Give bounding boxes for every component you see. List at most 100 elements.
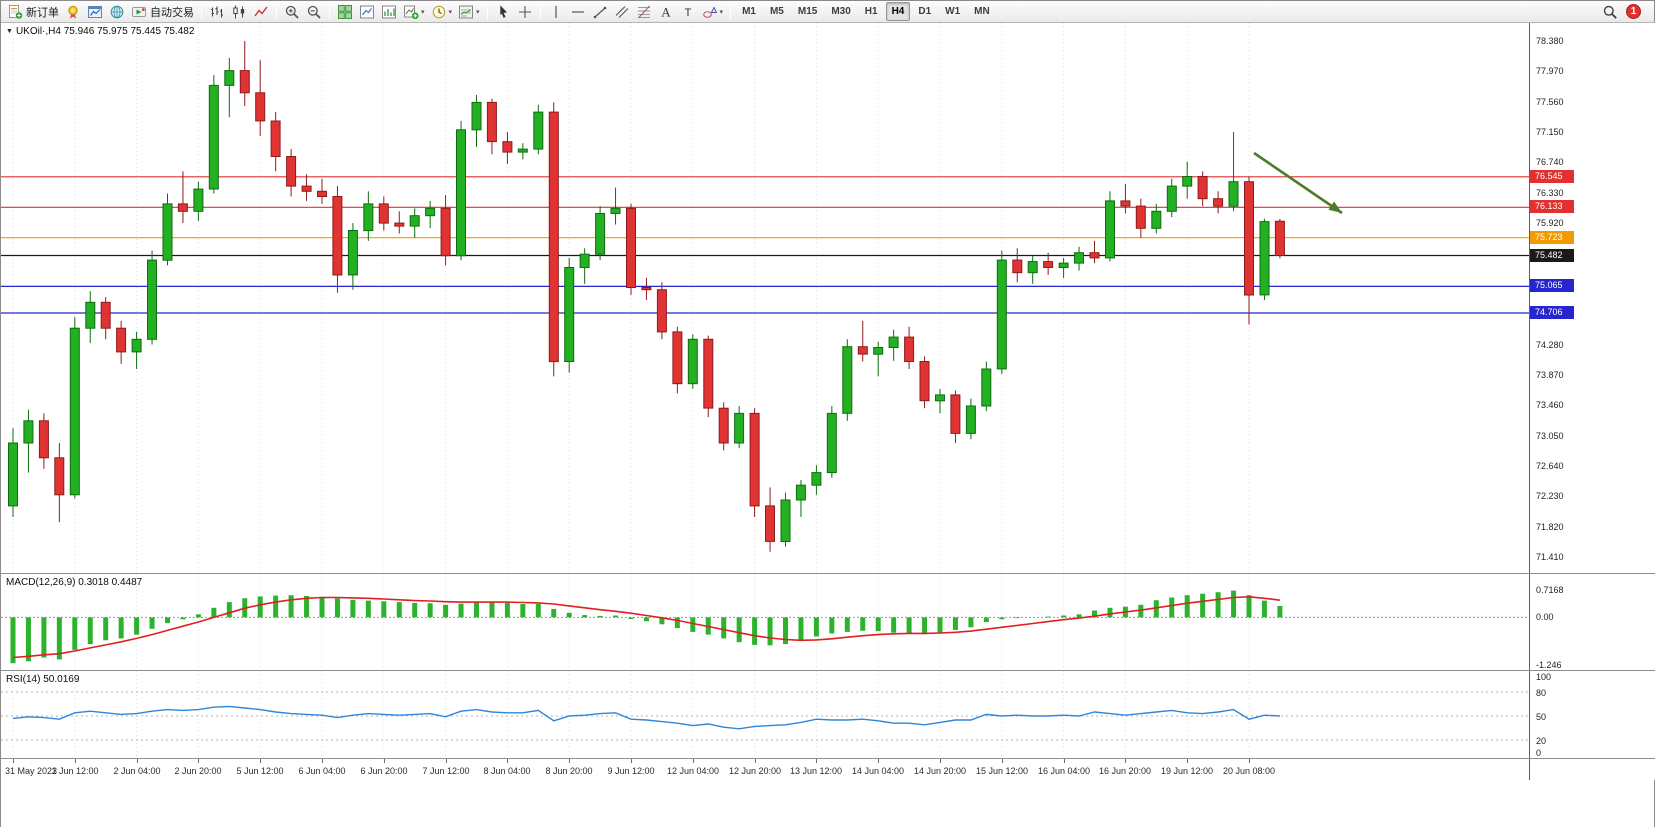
new-chart-button[interactable]: ▾ xyxy=(401,2,427,21)
price-axis-label: 76.330 xyxy=(1536,188,1564,198)
auto-trading-button-label: 自动交易 xyxy=(150,4,194,20)
timeframe-m5-button[interactable]: M5 xyxy=(764,2,790,21)
timeframe-m15-button[interactable]: M15 xyxy=(792,2,823,21)
candle-body xyxy=(24,421,33,443)
candle-body xyxy=(287,157,296,187)
line-chart-type-button[interactable] xyxy=(251,2,271,21)
candle-body xyxy=(379,204,388,223)
rsi-canvas[interactable] xyxy=(1,671,1529,758)
vertical-line-tool-button[interactable] xyxy=(546,2,566,21)
new-order-button[interactable]: 新订单 xyxy=(5,2,61,21)
bars-icon xyxy=(209,4,225,20)
candle-body xyxy=(1183,177,1192,187)
time-axis-tick xyxy=(1187,759,1188,763)
candle-body xyxy=(1229,182,1238,206)
zoom-out-button[interactable] xyxy=(304,2,324,21)
timeframe-h1-button[interactable]: H1 xyxy=(859,2,884,21)
time-axis-label: 2 Jun 04:00 xyxy=(113,766,160,776)
candle-body xyxy=(1136,206,1145,228)
candlestick-chart-type-button[interactable] xyxy=(229,2,249,21)
chart-title: ▼ UKOil·,H4 75.946 75.975 75.445 75.482 xyxy=(6,26,194,37)
horizontal-line-tool-button[interactable] xyxy=(568,2,588,21)
bottom-strip xyxy=(1,780,1654,828)
candle-body xyxy=(843,347,852,414)
timeframe-d1-button[interactable]: D1 xyxy=(912,2,937,21)
rsi-label: RSI(14) 50.0169 xyxy=(6,674,79,685)
time-axis-label: 14 Jun 04:00 xyxy=(852,766,904,776)
candle-body xyxy=(781,500,790,542)
timeframe-m1-button[interactable]: M1 xyxy=(736,2,762,21)
crosshair-tool-button[interactable] xyxy=(515,2,535,21)
candle-body xyxy=(1059,263,1068,267)
time-axis-label: 13 Jun 12:00 xyxy=(790,766,842,776)
time-axis-tick xyxy=(446,759,447,763)
time-axis-label: 16 Jun 20:00 xyxy=(1099,766,1151,776)
tile-windows-button[interactable] xyxy=(335,2,355,21)
channel-tool-button[interactable] xyxy=(612,2,632,21)
candle-body xyxy=(951,395,960,434)
rsi-axis-label: 100 xyxy=(1536,672,1551,682)
candle-body xyxy=(132,339,141,352)
dropdown-arrow-icon[interactable]: ▾ xyxy=(476,8,480,16)
cursor-tool-button[interactable] xyxy=(493,2,513,21)
candle-body xyxy=(225,71,234,86)
timeframe-w1-button[interactable]: W1 xyxy=(939,2,966,21)
charts-window-button[interactable] xyxy=(85,2,105,21)
trendline-icon xyxy=(592,4,608,20)
trend-arrow[interactable] xyxy=(1254,153,1342,213)
timeframe-h4-button[interactable]: H4 xyxy=(886,2,911,21)
macd-canvas[interactable] xyxy=(1,574,1529,670)
dropdown-arrow-icon[interactable]: ▾ xyxy=(449,8,453,16)
templates-button[interactable]: ▾ xyxy=(456,2,482,21)
shapes-icon xyxy=(702,4,718,20)
candle-body xyxy=(1214,199,1223,206)
timeframe-m30-button[interactable]: M30 xyxy=(825,2,856,21)
candle-body xyxy=(936,395,945,401)
rsi-line xyxy=(13,706,1280,728)
timeframe-mn-button[interactable]: MN xyxy=(968,2,996,21)
candle-body xyxy=(240,71,249,93)
time-axis-tick xyxy=(1002,759,1003,763)
shift-icon xyxy=(381,4,397,20)
text-tool-button[interactable]: A xyxy=(656,2,676,21)
search-button[interactable] xyxy=(1600,2,1620,21)
chart-window-icon xyxy=(87,4,103,20)
candle-body xyxy=(874,348,883,355)
market-watch-button[interactable] xyxy=(107,2,127,21)
collapse-icon[interactable]: ▼ xyxy=(6,28,13,35)
toolbar-separator xyxy=(329,4,330,19)
arrows-shapes-tool-button[interactable]: ▾ xyxy=(700,2,726,21)
trendline-tool-button[interactable] xyxy=(590,2,610,21)
fibonacci-tool-button[interactable] xyxy=(634,2,654,21)
auto-trading-icon xyxy=(131,4,147,20)
candle-body xyxy=(827,413,836,472)
macd-axis-label: 0.00 xyxy=(1536,612,1554,622)
zoom-in-button[interactable] xyxy=(282,2,302,21)
time-axis-label: 14 Jun 20:00 xyxy=(914,766,966,776)
line-chart-icon xyxy=(253,4,269,20)
candle-body xyxy=(39,421,48,458)
time-axis-tick xyxy=(322,759,323,763)
bar-chart-type-button[interactable] xyxy=(207,2,227,21)
dropdown-arrow-icon[interactable]: ▾ xyxy=(720,8,724,16)
chart-title-text: UKOil·,H4 75.946 75.975 75.445 75.482 xyxy=(16,26,194,37)
arrange-charts-button[interactable] xyxy=(357,2,377,21)
arrange-icon xyxy=(359,4,375,20)
main-chart-canvas[interactable] xyxy=(1,23,1529,573)
auto-trading-button[interactable]: 自动交易 xyxy=(129,2,196,21)
time-axis-label: 2 Jun 20:00 xyxy=(174,766,221,776)
chart-shift-button[interactable] xyxy=(379,2,399,21)
candle-body xyxy=(410,216,419,226)
community-button[interactable] xyxy=(63,2,83,21)
label-tool-button[interactable]: T xyxy=(678,2,698,21)
dropdown-arrow-icon[interactable]: ▾ xyxy=(421,8,425,16)
time-axis-label: 5 Jun 12:00 xyxy=(236,766,283,776)
periods-button[interactable]: ▾ xyxy=(429,2,455,21)
